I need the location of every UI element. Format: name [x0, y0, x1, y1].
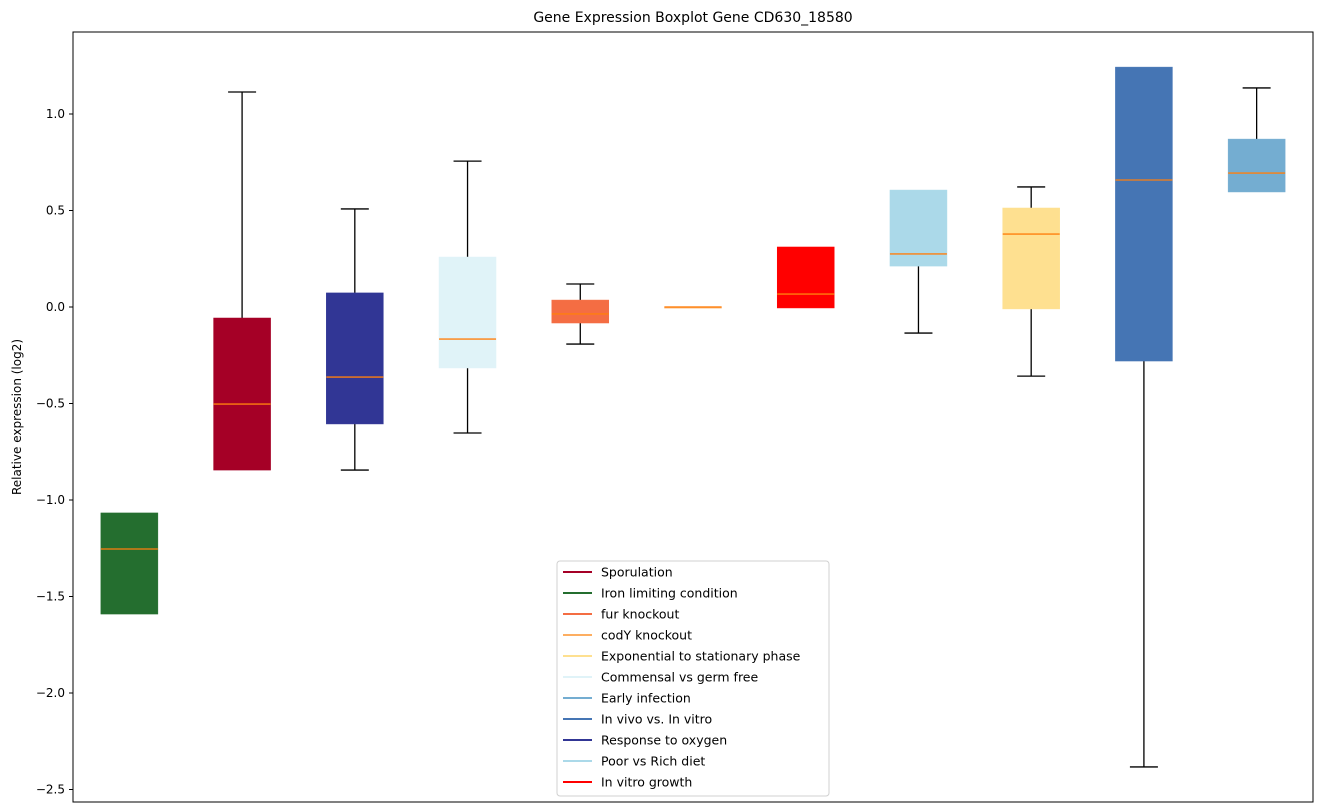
box-2: [213, 91, 271, 471]
box-3: [326, 208, 384, 471]
y-tick-label: 1.0: [46, 107, 65, 121]
box-iqr: [776, 246, 835, 309]
y-tick-label: −2.0: [36, 686, 65, 700]
box-8: [889, 189, 948, 334]
box-1: [100, 512, 159, 615]
legend-frame: [556, 560, 830, 797]
legend-entry: Exponential to stationary phase: [563, 649, 801, 664]
y-tick-label: −1.5: [36, 590, 65, 604]
box-6: [664, 306, 722, 309]
legend-entry: Iron limiting condition: [563, 586, 738, 601]
legend-entry: fur knockout: [563, 607, 679, 622]
box-iqr: [551, 299, 610, 324]
legend-label: Sporulation: [601, 565, 673, 580]
legend-label: Response to oxygen: [601, 733, 727, 748]
legend-label: Early infection: [601, 691, 691, 706]
legend-entry: Early infection: [563, 691, 691, 706]
box-7: [776, 246, 835, 309]
box-iqr: [100, 512, 159, 615]
box-iqr: [1002, 207, 1060, 310]
y-tick-label: −1.0: [36, 493, 65, 507]
box-iqr: [438, 256, 497, 369]
y-tick-label: −0.5: [36, 397, 65, 411]
plot-frame: [72, 31, 1314, 803]
box-iqr: [213, 317, 271, 471]
box-iqr: [889, 189, 948, 267]
legend-entry: Sporulation: [563, 565, 673, 580]
legend-label: codY knockout: [601, 628, 692, 643]
box-iqr: [1227, 138, 1286, 193]
legend-label: fur knockout: [601, 607, 679, 622]
box-11: [1227, 87, 1286, 193]
legend-label: In vitro growth: [601, 775, 692, 790]
box-5: [551, 283, 610, 345]
legend-entry: In vitro growth: [563, 775, 692, 790]
legend-label: In vivo vs. In vitro: [601, 712, 712, 727]
y-axis-label: Relative expression (log2): [10, 339, 24, 495]
legend-label: Poor vs Rich diet: [601, 754, 705, 769]
legend-entry: codY knockout: [563, 628, 692, 643]
legend-entry: Response to oxygen: [563, 733, 727, 748]
legend: Sporulation Iron limiting condition fur kn…: [556, 560, 830, 797]
box-10: [1115, 66, 1173, 768]
y-axis: 1.0 0.5 0.0 −0.5 −1.0 −1.5 −2.0 −2.5: [36, 107, 73, 797]
box-4: [438, 160, 497, 434]
legend-entry: In vivo vs. In vitro: [563, 712, 712, 727]
legend-label: Exponential to stationary phase: [601, 649, 801, 664]
box-iqr: [326, 292, 384, 425]
boxes-group: [100, 66, 1286, 768]
legend-label: Commensal vs germ free: [601, 670, 758, 685]
legend-label: Iron limiting condition: [601, 586, 738, 601]
legend-entry: Poor vs Rich diet: [563, 754, 705, 769]
y-tick-label: 0.0: [46, 300, 65, 314]
chart-title: Gene Expression Boxplot Gene CD630_18580: [533, 10, 852, 26]
box-iqr: [1115, 66, 1173, 362]
box-9: [1002, 186, 1060, 377]
y-tick-label: −2.5: [36, 783, 65, 797]
y-tick-label: 0.5: [46, 204, 65, 218]
legend-entry: Commensal vs germ free: [563, 670, 758, 685]
